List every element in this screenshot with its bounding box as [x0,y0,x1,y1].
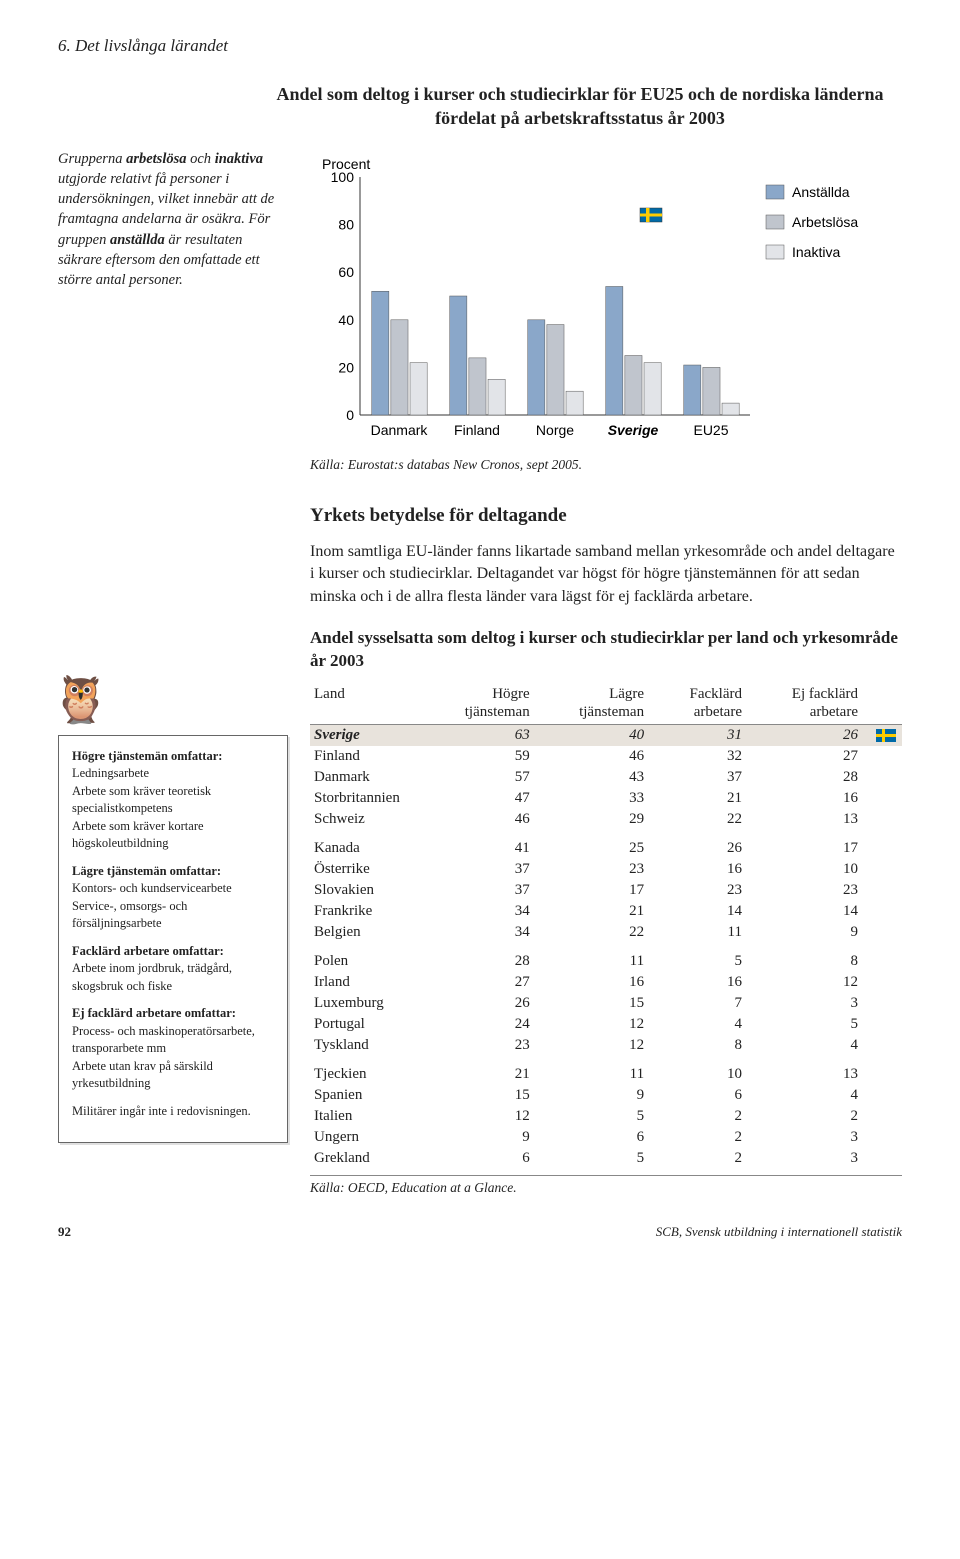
page-footer: 92 SCB, Svensk utbildning i internatione… [58,1224,902,1240]
svg-text:Arbetslösa: Arbetslösa [792,214,858,230]
svg-text:100: 100 [331,169,355,185]
svg-text:Norge: Norge [536,422,574,438]
chart-title: Andel som deltog i kurser och studiecirk… [58,82,902,131]
svg-text:EU25: EU25 [693,422,728,438]
chart-container: Procent020406080100DanmarkFinlandNorgeSv… [310,149,902,493]
chart-side-note: Grupperna arbetslösa och inaktiva utgjor… [58,149,288,291]
svg-text:0: 0 [346,407,354,423]
svg-text:60: 60 [338,264,354,280]
section-heading: Yrkets betydelse för deltagande [310,505,902,527]
chart-source: Källa: Eurostat:s databas New Cronos, se… [310,457,902,473]
table-source: Källa: OECD, Education at a Glance. [310,1175,902,1196]
owl-icon: 🦉 [52,677,288,723]
svg-text:Finland: Finland [454,422,500,438]
bar-chart: Procent020406080100DanmarkFinlandNorgeSv… [310,149,890,449]
svg-text:Anställda: Anställda [792,184,850,200]
page-number: 92 [58,1224,71,1240]
svg-text:Danmark: Danmark [371,422,429,438]
svg-text:Sverige: Sverige [608,422,659,438]
publication-name: SCB, Svensk utbildning i internationell … [656,1224,902,1240]
yrke-table: LandHögretjänstemanLägretjänstemanFacklä… [310,683,902,1170]
table-title: Andel sysselsatta som deltog i kurser oc… [310,627,902,673]
section-body: Inom samtliga EU-länder fanns likartade … [310,541,902,609]
svg-text:40: 40 [338,311,354,327]
svg-text:20: 20 [338,359,354,375]
section-header: 6. Det livslånga lärandet [58,36,902,56]
svg-text:Inaktiva: Inaktiva [792,244,840,260]
svg-text:80: 80 [338,216,354,232]
definitions-box: Högre tjänstemän omfattar:Ledningsarbete… [58,735,288,1144]
